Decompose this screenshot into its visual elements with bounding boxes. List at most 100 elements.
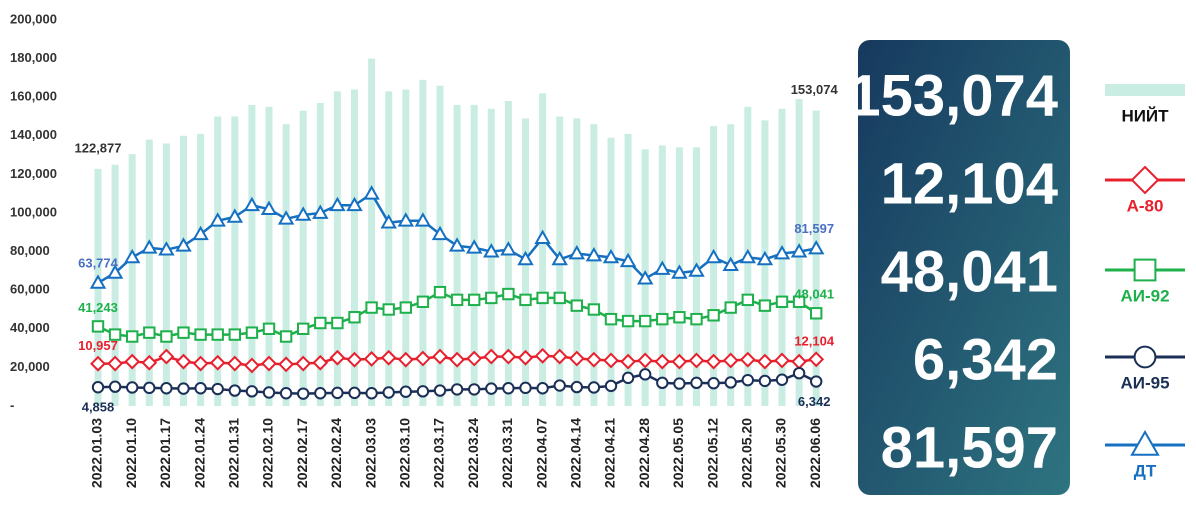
marker bbox=[158, 348, 175, 365]
marker bbox=[314, 387, 327, 400]
data-label: 6,342 bbox=[798, 394, 831, 409]
marker bbox=[260, 200, 278, 216]
bar bbox=[128, 154, 136, 406]
marker bbox=[123, 248, 141, 264]
marker bbox=[245, 326, 259, 339]
x-tick-label: 2022.03.24 bbox=[465, 418, 481, 488]
marker bbox=[141, 239, 158, 254]
marker bbox=[722, 256, 739, 271]
x-tick-label: 2022.02.17 bbox=[294, 418, 310, 488]
y-tick-label: 180,000 bbox=[10, 50, 57, 65]
y-tick-label: 140,000 bbox=[10, 127, 57, 142]
legend-label: А-80 bbox=[1127, 196, 1164, 215]
marker bbox=[570, 299, 583, 312]
legend-item: А-80 bbox=[1105, 165, 1185, 215]
marker bbox=[500, 241, 517, 256]
marker bbox=[639, 368, 652, 381]
legend-label: НИЙТ bbox=[1121, 106, 1169, 125]
marker bbox=[739, 351, 756, 368]
marker bbox=[656, 312, 669, 326]
marker bbox=[621, 314, 635, 328]
marker bbox=[1133, 345, 1157, 369]
marker bbox=[312, 204, 329, 219]
bar bbox=[231, 116, 239, 406]
bar bbox=[385, 91, 393, 406]
marker bbox=[108, 328, 122, 341]
marker bbox=[329, 196, 346, 212]
y-tick-label: 80,000 bbox=[10, 243, 50, 258]
marker bbox=[690, 312, 703, 326]
summary-value: 12,104 bbox=[881, 151, 1058, 216]
bar bbox=[624, 133, 632, 406]
marker bbox=[331, 316, 344, 330]
bar bbox=[111, 164, 119, 406]
marker bbox=[449, 351, 466, 368]
x-tick-label: 2022.05.30 bbox=[773, 418, 789, 488]
bar bbox=[658, 145, 666, 406]
marker bbox=[160, 382, 173, 395]
marker bbox=[278, 356, 295, 373]
marker bbox=[228, 384, 242, 397]
y-tick-label: 20,000 bbox=[10, 359, 50, 374]
marker bbox=[346, 351, 363, 368]
bar bbox=[419, 79, 427, 406]
marker bbox=[724, 301, 737, 314]
marker bbox=[602, 248, 620, 264]
marker bbox=[194, 382, 207, 395]
marker bbox=[502, 382, 515, 395]
marker bbox=[741, 293, 754, 307]
marker bbox=[587, 303, 601, 316]
marker bbox=[690, 376, 703, 390]
marker bbox=[519, 293, 532, 307]
marker bbox=[416, 295, 430, 308]
marker bbox=[1130, 429, 1160, 456]
marker bbox=[637, 352, 654, 369]
marker bbox=[329, 349, 346, 366]
data-label: 48,041 bbox=[794, 287, 834, 302]
bar bbox=[162, 143, 170, 406]
marker bbox=[773, 245, 791, 260]
marker bbox=[448, 237, 466, 252]
marker bbox=[297, 322, 310, 336]
marker bbox=[91, 320, 105, 333]
marker bbox=[1130, 165, 1160, 195]
marker bbox=[277, 210, 295, 225]
bar bbox=[265, 106, 273, 406]
legend-item: АИ-95 bbox=[1105, 345, 1185, 392]
data-label: 122,877 bbox=[75, 140, 122, 155]
marker bbox=[553, 291, 566, 305]
marker bbox=[90, 355, 106, 372]
marker bbox=[485, 291, 498, 305]
marker bbox=[243, 196, 261, 212]
marker bbox=[568, 245, 586, 260]
data-label: 153,074 bbox=[791, 82, 839, 97]
marker bbox=[570, 380, 583, 394]
marker bbox=[756, 353, 773, 370]
marker bbox=[209, 354, 226, 371]
marker bbox=[382, 386, 395, 399]
marker bbox=[722, 352, 739, 369]
marker bbox=[141, 354, 158, 371]
marker bbox=[158, 241, 175, 256]
marker bbox=[143, 381, 156, 395]
marker bbox=[126, 381, 139, 394]
legend-label: АИ-92 bbox=[1120, 286, 1169, 305]
marker bbox=[365, 387, 378, 400]
marker bbox=[621, 371, 635, 385]
x-tick-label: 2022.04.21 bbox=[602, 418, 618, 488]
marker bbox=[688, 262, 705, 277]
marker bbox=[1133, 258, 1157, 282]
marker bbox=[792, 295, 806, 308]
bar bbox=[248, 104, 256, 407]
bar bbox=[180, 135, 187, 407]
x-tick-label: 2022.05.05 bbox=[670, 418, 686, 488]
marker bbox=[192, 355, 209, 372]
x-tick-label: 2022.01.03 bbox=[89, 418, 105, 488]
data-label: 4,858 bbox=[82, 400, 115, 415]
marker bbox=[175, 353, 192, 370]
marker bbox=[297, 387, 310, 400]
bar bbox=[316, 102, 324, 407]
marker bbox=[89, 274, 107, 289]
x-tick-label: 2022.01.31 bbox=[226, 418, 242, 488]
y-tick-label: - bbox=[10, 397, 14, 412]
